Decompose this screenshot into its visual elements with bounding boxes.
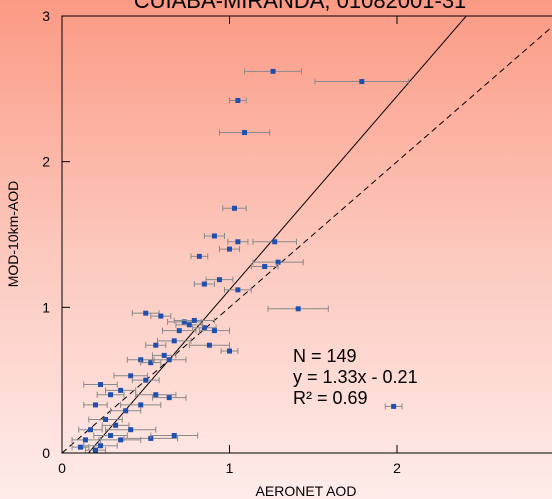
x-tick-label: 1: [226, 460, 234, 476]
point: [118, 387, 124, 393]
point: [186, 322, 192, 328]
point: [181, 319, 187, 325]
point: [227, 246, 232, 252]
point: [153, 392, 159, 398]
point: [128, 427, 134, 433]
point: [196, 253, 202, 259]
point: [272, 239, 278, 245]
point: [176, 328, 182, 334]
point: [143, 310, 149, 316]
point: [216, 277, 222, 283]
point: [227, 348, 232, 354]
fit-line: [87, 16, 467, 453]
point: [391, 403, 397, 409]
point: [166, 395, 172, 401]
point: [158, 313, 164, 319]
x-tick-label: 0: [58, 460, 66, 476]
annotation: y = 1.33x - 0.21: [293, 367, 418, 387]
y-tick-label: 3: [42, 8, 50, 24]
point: [359, 79, 365, 85]
point: [118, 437, 124, 443]
point: [211, 233, 217, 239]
point: [270, 68, 276, 74]
point: [232, 205, 238, 211]
point: [128, 373, 134, 379]
chart-title: CUIABA-MIRANDA, 01082001-31: [134, 0, 467, 13]
point: [138, 402, 144, 408]
point: [143, 377, 149, 383]
y-tick-label: 0: [42, 445, 50, 461]
plot-area: [62, 16, 552, 453]
point: [108, 392, 114, 398]
point: [161, 352, 167, 358]
point: [153, 342, 159, 348]
point: [201, 281, 207, 287]
point: [191, 317, 197, 323]
point: [235, 239, 241, 245]
x-tick-label: 2: [393, 460, 401, 476]
annotation: N = 149: [293, 346, 357, 366]
point: [275, 259, 281, 265]
y-tick-label: 1: [42, 299, 50, 315]
point: [148, 360, 154, 366]
point: [108, 433, 114, 439]
point: [93, 402, 98, 408]
point: [123, 408, 129, 414]
point: [262, 264, 268, 270]
point: [206, 342, 212, 348]
point: [211, 328, 217, 334]
point: [171, 338, 177, 344]
point: [235, 97, 241, 103]
plot-frame: [61, 15, 552, 454]
y-tick-label: 2: [42, 154, 50, 170]
point: [93, 447, 98, 453]
point: [103, 416, 109, 422]
point: [98, 382, 104, 388]
point: [82, 437, 88, 443]
y-axis-label: MOD-10km-AOD: [5, 181, 21, 288]
point: [113, 422, 119, 428]
point: [166, 357, 172, 363]
point: [295, 306, 301, 312]
x-axis-label: AERONET AOD: [256, 483, 357, 499]
point: [242, 130, 248, 136]
point: [98, 443, 104, 449]
point: [235, 287, 241, 293]
point: [77, 444, 83, 450]
point: [171, 433, 177, 439]
annotation: R² = 0.69: [293, 388, 368, 408]
point: [201, 325, 207, 331]
point: [87, 427, 93, 433]
